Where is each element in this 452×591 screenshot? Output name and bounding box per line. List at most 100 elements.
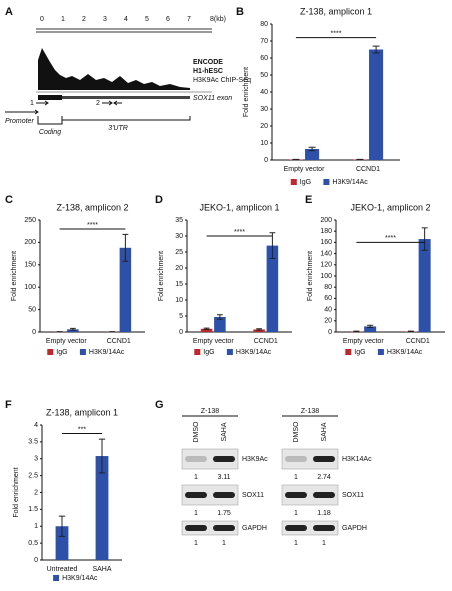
y-tick-label: 250 [24, 217, 36, 224]
blot-band [213, 525, 235, 531]
primer-label: 2 [96, 100, 100, 107]
y-tick-label: 100 [320, 273, 332, 280]
region-brackets [37, 116, 191, 125]
chart-title: JEKO-1, amplicon 2 [350, 202, 430, 212]
track-label: ENCODE [193, 59, 223, 66]
y-tick-label: 50 [28, 306, 36, 313]
y-tick-label: 80 [324, 284, 332, 291]
significance-label: *** [78, 426, 86, 433]
bar [95, 456, 109, 560]
lane-label: DMSO [293, 421, 300, 443]
y-axis-label: Fold enrichment [13, 467, 20, 517]
region-label: 3'UTR [108, 125, 128, 132]
error-bar [269, 232, 276, 259]
blot-band [285, 492, 307, 498]
legend-swatch [47, 349, 54, 355]
y-tick-label: 20 [324, 318, 332, 325]
significance-label: **** [385, 235, 396, 242]
bar [55, 526, 69, 560]
coding-exon [38, 95, 62, 100]
panel-letter: C [5, 194, 13, 206]
y-tick-label: 20 [175, 265, 183, 272]
bar [253, 329, 265, 332]
lane-label: SAHA [221, 422, 228, 441]
legend-swatch [290, 179, 297, 185]
cell-line-label: Z-138 [301, 408, 319, 415]
y-axis-label: Fold enrichment [307, 251, 314, 301]
exon-label: SOX11 exon [193, 95, 232, 102]
y-tick-label: 2 [34, 489, 38, 496]
scale-tick-label: 8(kb) [210, 16, 226, 23]
legend-swatch [377, 349, 384, 355]
bar [200, 328, 213, 332]
y-tick-label: 40 [324, 306, 332, 313]
x-tick-label: CCND1 [254, 338, 278, 345]
utr-exon [62, 96, 190, 99]
legend-swatch [226, 349, 233, 355]
blot-band [313, 456, 335, 462]
x-tick-label: SAHA [92, 566, 111, 573]
y-tick-label: 150 [24, 262, 36, 269]
y-tick-label: 3 [34, 456, 38, 463]
y-tick-label: 50 [260, 72, 268, 79]
x-tick-label: Untreated [47, 566, 78, 573]
scale-tick-label: 2 [82, 16, 86, 23]
densitometry-value: 1 [322, 540, 326, 547]
legend-swatch [345, 349, 352, 355]
densitometry-value: 1.18 [317, 510, 331, 517]
significance-label: **** [234, 229, 245, 236]
legend-swatch [53, 575, 60, 581]
legend-label: IgG [56, 349, 67, 356]
scale-tick-label: 5 [145, 16, 149, 23]
y-tick-label: 4 [34, 422, 38, 429]
x-tick-label: CCND1 [107, 338, 131, 345]
cell-line-label: Z-138 [201, 408, 219, 415]
y-tick-label: 15 [175, 281, 183, 288]
region-label: Coding [39, 129, 61, 136]
blot-label: GAPDH [242, 525, 267, 532]
blot-background [181, 484, 239, 506]
chart-title: JEKO-1, amplicon 1 [199, 202, 279, 212]
blot-label: SOX11 [342, 492, 364, 499]
y-tick-label: 0 [328, 329, 332, 336]
legend-label: H3K9/14Ac [62, 575, 98, 582]
blot-band [185, 492, 207, 498]
panel-a-art [5, 28, 212, 125]
y-tick-label: 35 [175, 217, 183, 224]
legend-label: IgG [203, 349, 214, 356]
panel-letter: E [305, 194, 312, 206]
chip-seq-track [38, 48, 190, 90]
y-tick-label: 40 [260, 89, 268, 96]
legend-swatch [323, 179, 330, 185]
scale-tick-label: 6 [166, 16, 170, 23]
panel-letter: D [155, 194, 163, 206]
densitometry-value: 1 [294, 540, 298, 547]
scale-tick-label: 4 [124, 16, 128, 23]
y-axis-label: Fold enrichment [243, 67, 250, 117]
x-tick-label: Empty vector [343, 338, 385, 345]
y-tick-label: 10 [175, 297, 183, 304]
blot-band [285, 525, 307, 531]
lane-label: DMSO [193, 421, 200, 443]
track-label: H1-hESC [193, 68, 223, 75]
scale-tick-label: 1 [61, 16, 65, 23]
y-tick-label: 80 [260, 21, 268, 28]
y-tick-label: 180 [320, 228, 332, 235]
bar [305, 148, 320, 160]
error-bar [367, 324, 374, 329]
densitometry-value: 1 [222, 540, 226, 547]
significance-label: **** [87, 222, 98, 229]
y-tick-label: 20 [260, 123, 268, 130]
blot-band [213, 456, 235, 462]
primer-arrows [36, 100, 122, 106]
bar [418, 239, 431, 332]
y-tick-label: 60 [260, 55, 268, 62]
y-tick-label: 30 [260, 106, 268, 113]
scale-tick-label: 3 [103, 16, 107, 23]
scale-tick-label: 7 [187, 16, 191, 23]
y-tick-label: 2.5 [28, 472, 38, 479]
blot-band [313, 492, 335, 498]
y-tick-label: 0 [32, 329, 36, 336]
y-tick-label: 0 [264, 157, 268, 164]
